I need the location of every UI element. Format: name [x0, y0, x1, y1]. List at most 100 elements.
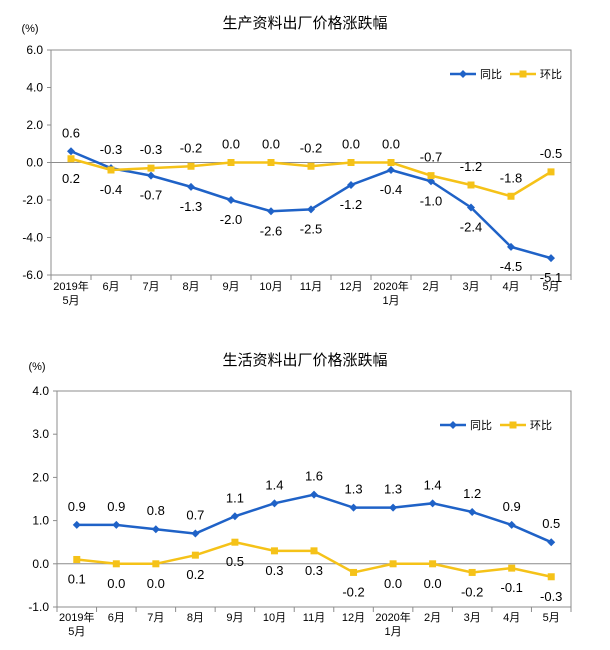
data-label: 0.0 [424, 576, 442, 591]
unit-label: (%) [28, 361, 45, 373]
x-tick-label: 12月 [339, 281, 362, 293]
data-point-marker [152, 560, 160, 568]
x-tick-label-line2: 1月 [382, 295, 399, 307]
data-label: 0.0 [384, 576, 402, 591]
data-point-marker [547, 254, 555, 263]
data-label: -5.1 [540, 270, 562, 285]
data-point-marker [508, 564, 516, 572]
data-label: 0.3 [265, 563, 283, 578]
data-label: 0.1 [68, 571, 86, 586]
data-label: -2.5 [300, 221, 322, 236]
data-point-marker [230, 512, 239, 521]
data-point-marker [310, 547, 318, 555]
x-tick-label: 2月 [424, 612, 441, 624]
x-tick-label: 2019年 [53, 279, 88, 293]
data-label: 1.4 [424, 477, 442, 492]
data-point-marker [467, 203, 475, 212]
data-label: 0.5 [542, 516, 560, 531]
data-label: 0.9 [503, 499, 521, 514]
data-point-marker [389, 503, 398, 512]
data-point-marker [267, 207, 275, 216]
x-tick-label: 11月 [300, 281, 322, 293]
data-label: -0.1 [500, 580, 522, 595]
data-label: -4.5 [500, 259, 522, 274]
data-label: -2.6 [260, 223, 282, 238]
data-point-marker [187, 182, 195, 191]
x-tick-label: 10月 [259, 281, 282, 293]
x-tick-label: 7月 [142, 281, 159, 293]
x-tick-label: 3月 [464, 612, 481, 624]
data-point-marker [467, 181, 475, 189]
producer-goods-chart: 生产资料出厂价格涨跌幅 (%) 6.0 4.0 2.0 0.0 -2.0 -4.0 -6.0 20… [21, 15, 572, 307]
data-label: -0.7 [420, 150, 442, 165]
data-label: -0.4 [380, 182, 402, 197]
x-tick-label: 9月 [226, 612, 243, 624]
data-point-marker [191, 551, 199, 559]
data-label: 1.4 [265, 477, 283, 492]
data-point-marker [507, 192, 515, 200]
data-point-marker [107, 166, 115, 174]
x-tick-label: 8月 [187, 612, 204, 624]
data-label: 0.7 [186, 508, 204, 523]
data-point-marker [468, 507, 477, 516]
data-point-marker [267, 159, 275, 166]
legend-label: 环比 [530, 419, 552, 432]
data-label: -2.0 [220, 212, 242, 227]
data-label: 0.0 [342, 137, 360, 152]
data-label: -0.3 [540, 589, 562, 604]
data-label: -0.7 [140, 188, 162, 203]
data-label: -0.5 [540, 146, 562, 161]
data-label: 0.9 [107, 499, 125, 514]
data-point-marker [547, 168, 555, 176]
data-point-marker [347, 159, 355, 166]
y-tick-label: 4.0 [32, 384, 49, 398]
y-tick-label: -4.0 [22, 231, 43, 245]
x-tick-label: 2020年 [375, 610, 410, 624]
data-point-marker [151, 525, 160, 534]
x-tick-label: 5月 [542, 281, 559, 293]
data-label: 1.1 [226, 490, 244, 505]
x-tick-label: 4月 [502, 281, 519, 293]
data-point-marker [349, 503, 358, 512]
data-label: -0.2 [300, 140, 322, 155]
y-tick-label: 3.0 [32, 427, 49, 441]
data-point-marker [547, 573, 555, 581]
y-tick-label: 0.0 [26, 156, 43, 170]
plot-frame [56, 390, 572, 608]
data-point-marker [227, 196, 235, 204]
x-tick-label-line2: 5月 [68, 626, 85, 638]
data-label: 1.3 [384, 482, 402, 497]
y-tick-label: -6.0 [22, 268, 43, 282]
legend-swatch-marker [509, 421, 517, 429]
data-point-marker [427, 172, 435, 180]
data-label: -0.4 [100, 182, 122, 197]
y-tick-label: 6.0 [26, 43, 43, 57]
chart-title: 生活资料出厂价格涨跌幅 [222, 352, 387, 369]
data-label: 0.2 [186, 567, 204, 582]
data-point-marker [350, 568, 358, 576]
data-label: -0.2 [180, 140, 202, 155]
data-label: 0.6 [62, 125, 80, 140]
x-tick-label-line2: 5月 [62, 295, 79, 307]
x-tick-label-line2: 1月 [385, 626, 402, 638]
data-label: 0.0 [262, 137, 280, 152]
data-point-marker [468, 568, 476, 576]
x-tick-label: 2月 [422, 281, 439, 293]
data-label: 0.9 [68, 499, 86, 514]
data-point-marker [389, 560, 397, 568]
legend-swatch-marker [519, 70, 527, 78]
data-point-marker [387, 166, 395, 174]
data-point-marker [67, 147, 75, 156]
data-point-marker [227, 159, 235, 166]
x-tick-label: 6月 [102, 281, 119, 293]
data-label: 0.5 [226, 554, 244, 569]
data-label: -2.4 [460, 220, 482, 235]
data-point-marker [147, 164, 155, 172]
data-label: -0.2 [342, 584, 364, 599]
data-point-marker [191, 529, 200, 538]
data-label: 0.3 [305, 563, 323, 578]
data-point-marker [112, 520, 121, 529]
x-tick-label: 7月 [147, 612, 164, 624]
x-tick-label: 4月 [503, 612, 520, 624]
data-point-marker [270, 499, 279, 508]
